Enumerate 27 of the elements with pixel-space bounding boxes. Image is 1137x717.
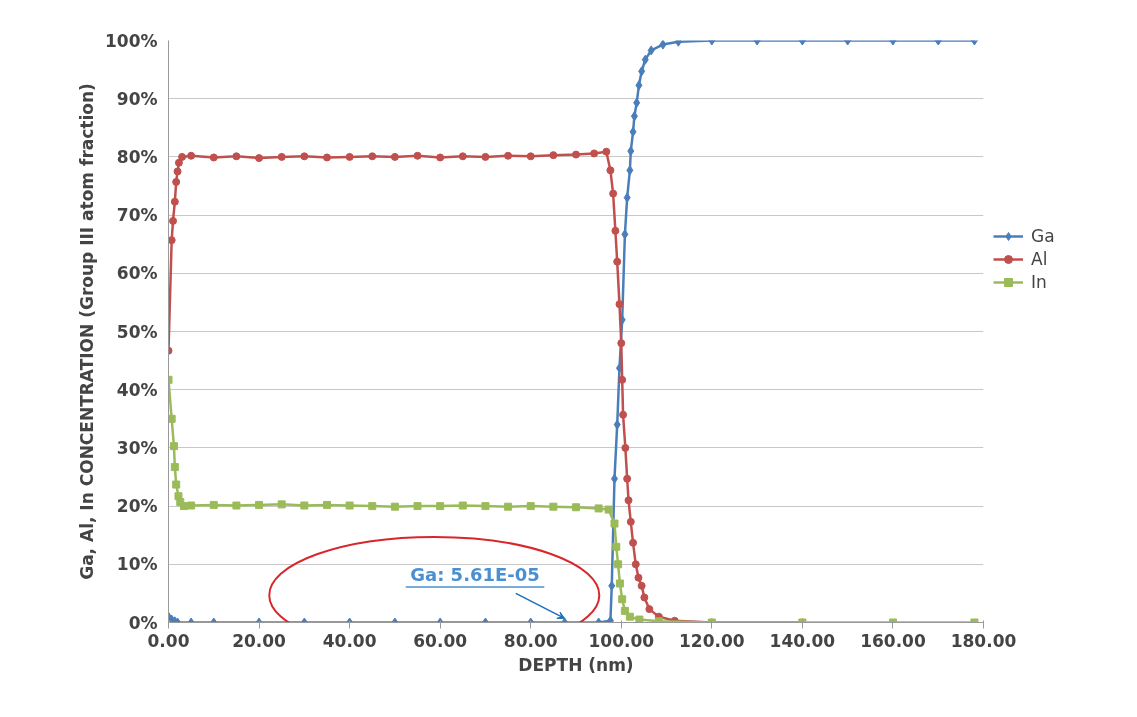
- y-axis-title: Ga, Al, In CONCENTRATION (Group III atom fraction): [76, 83, 97, 580]
- x-tick-label: 40.00: [322, 630, 377, 651]
- x-tick-label: 60.00: [413, 630, 468, 651]
- x-tick-label: 20.00: [232, 630, 287, 651]
- y-tick-label: 40%: [116, 379, 158, 400]
- y-tick-label: 50%: [116, 321, 158, 342]
- x-tick-label: 140.00: [769, 630, 836, 651]
- x-tick-label: 80.00: [503, 630, 558, 651]
- y-tick-label: 70%: [116, 205, 158, 226]
- x-tick-label: 0.00: [147, 630, 190, 651]
- y-tick-label: 0%: [128, 612, 158, 633]
- y-tick-label: 80%: [116, 146, 158, 167]
- y-tick-label: 20%: [116, 496, 158, 517]
- x-tick-label: 160.00: [860, 630, 926, 651]
- y-tick-label: 30%: [116, 437, 158, 458]
- legend-label: Ga: [1031, 226, 1055, 246]
- y-tick-label: 10%: [116, 554, 158, 575]
- x-tick-label: 100.00: [588, 630, 655, 651]
- x-axis-title: DEPTH (nm): [518, 654, 634, 675]
- annotation: Ga: 5.61E-05: [410, 563, 540, 585]
- x-tick-label: 120.00: [679, 630, 745, 651]
- legend-label: Al: [1031, 249, 1049, 269]
- y-tick-label: 90%: [116, 88, 158, 109]
- y-tick-label: 100%: [104, 30, 158, 51]
- legend-label: In: [1031, 272, 1048, 292]
- x-tick-label: 180.00: [950, 630, 1017, 651]
- y-tick-label: 60%: [116, 263, 158, 284]
